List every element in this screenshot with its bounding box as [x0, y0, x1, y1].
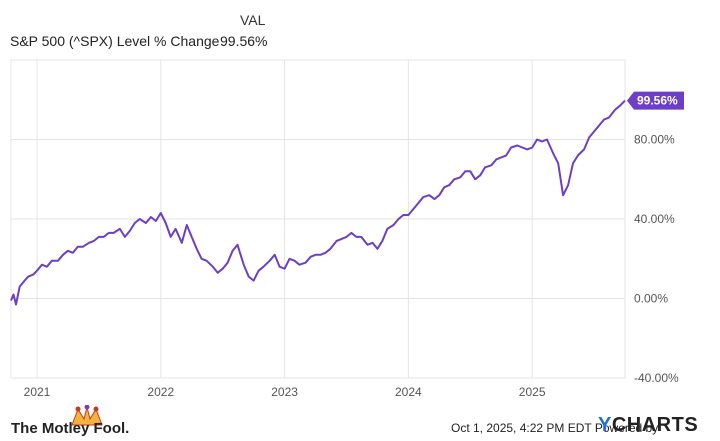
legend-column-header: VAL [240, 12, 266, 28]
x-tick-label: 2023 [271, 385, 298, 399]
ycharts-logo: YCHARTS [598, 414, 698, 437]
x-tick-label: 2024 [395, 385, 422, 399]
series-line [10, 99, 626, 306]
motley-fool-logo: The Motley Fool. [11, 420, 130, 437]
legend-series-name: S&P 500 (^SPX) Level % Change [10, 33, 220, 49]
y-axis-ticks: 80.00% 40.00% 0.00% -40.00% [634, 133, 679, 386]
legend-series-value: 99.56% [220, 33, 268, 49]
x-tick-label: 2021 [24, 385, 51, 399]
y-tick-label: 40.00% [634, 212, 675, 226]
footer-timestamp: Oct 1, 2025, 4:22 PM EDT Powered by [451, 421, 659, 435]
y-tick-label: 0.00% [634, 292, 668, 306]
last-value-badge [627, 91, 684, 110]
x-axis-ticks: 2021 2022 2023 2024 2025 [24, 385, 546, 399]
x-tick-label: 2022 [147, 385, 174, 399]
jester-hat-icon [71, 405, 103, 426]
last-value-label: 99.56% [637, 94, 678, 108]
chart-grid [10, 59, 626, 379]
ycharts-logo-text: CHARTS [611, 414, 699, 436]
ycharts-logo-y: Y [598, 414, 612, 436]
y-tick-label: 80.00% [634, 133, 675, 147]
last-value-marker: 99.56% [627, 91, 684, 110]
y-tick-label: -40.00% [634, 371, 679, 385]
x-tick-label: 2025 [519, 385, 546, 399]
